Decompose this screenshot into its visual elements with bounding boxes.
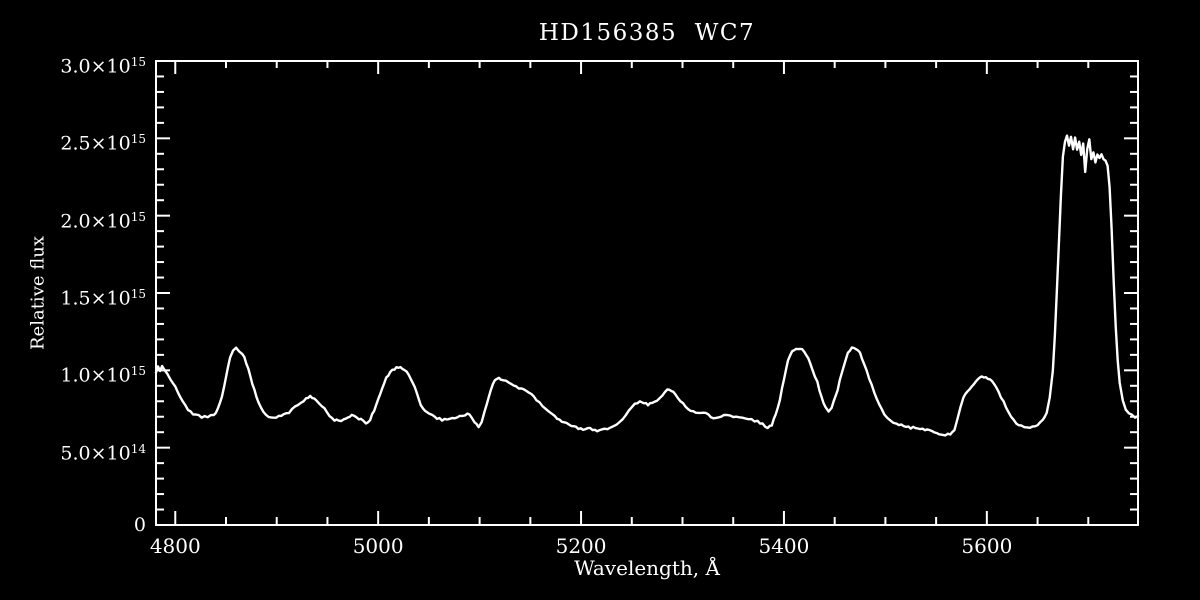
y-tick-label: 2.0×1015: [60, 209, 146, 232]
y-tick-label: 1.0×1015: [60, 364, 146, 387]
y-tick-label: 0: [133, 514, 146, 536]
y-tick-label: 1.5×1015: [60, 287, 146, 310]
x-tick-label: 5400: [758, 534, 810, 558]
spectrum-trace: [154, 134, 1140, 437]
x-tick-label: 5200: [555, 534, 607, 558]
y-tick-label: 2.5×1015: [60, 132, 146, 155]
axes-frame: [155, 60, 1139, 526]
x-axis-label: Wavelength, Å: [574, 556, 720, 580]
y-tick-label: 5.0×1014: [60, 441, 146, 464]
x-tick-label: 5000: [352, 534, 404, 558]
chart-title: HD156385 WC7: [538, 20, 756, 46]
y-tick-label: 3.0×1015: [60, 55, 146, 78]
x-tick-label: 5600: [961, 534, 1013, 558]
x-tick-label: 4800: [149, 534, 201, 558]
